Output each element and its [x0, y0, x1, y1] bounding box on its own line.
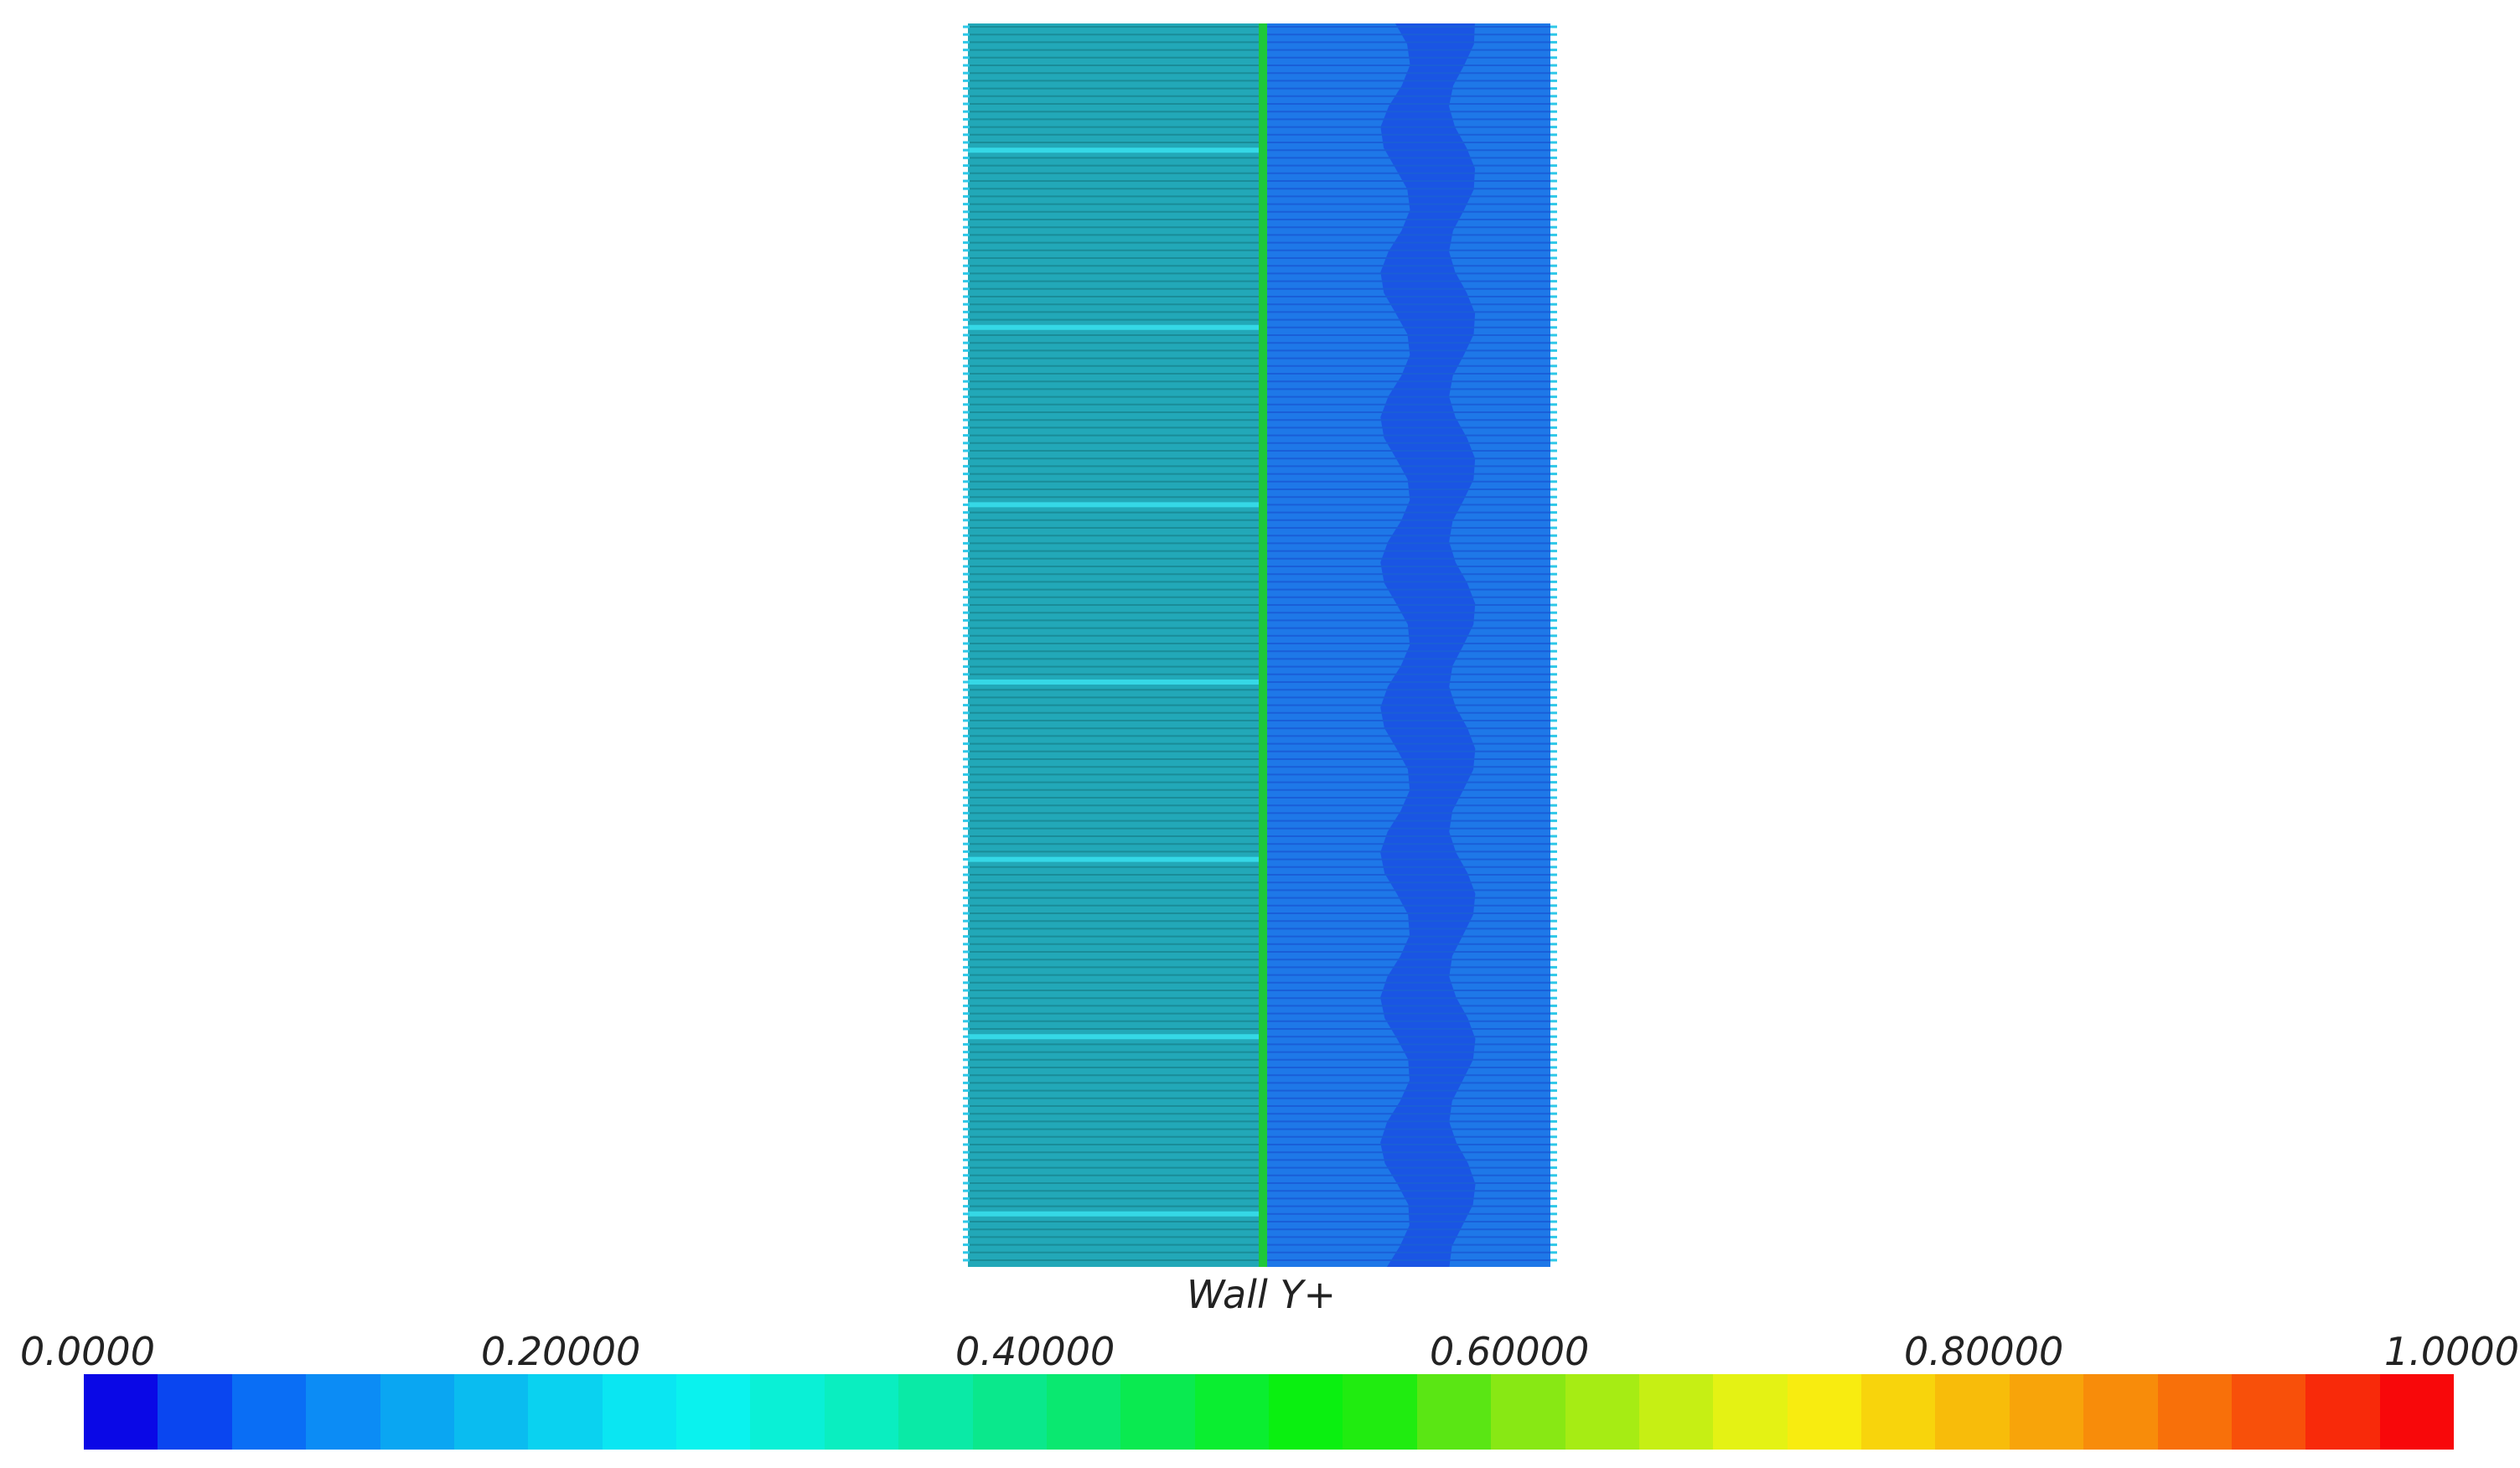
color-legend-bar: [84, 1374, 2454, 1450]
colorbar-label-5: 1.0000: [2384, 1329, 2519, 1374]
colorbar-label-4: 0.80000: [1904, 1329, 2064, 1374]
mesh-lines: [963, 25, 1557, 1262]
color-band-30: [2305, 1374, 2380, 1450]
color-band-3: [306, 1374, 380, 1450]
color-band-26: [2009, 1374, 2084, 1450]
center-seam: [1259, 23, 1267, 1267]
color-band-15: [1194, 1374, 1269, 1450]
color-band-20: [1565, 1374, 1639, 1450]
right-surface-region: [1263, 23, 1550, 1267]
color-band-12: [972, 1374, 1047, 1450]
color-band-10: [824, 1374, 899, 1450]
color-band-17: [1343, 1374, 1417, 1450]
colorbar-variable-title: Wall Y+: [1187, 1272, 1336, 1317]
color-band-0: [84, 1374, 158, 1450]
color-band-28: [2157, 1374, 2232, 1450]
color-band-1: [158, 1374, 232, 1450]
color-band-11: [898, 1374, 973, 1450]
color-band-7: [602, 1374, 676, 1450]
color-band-8: [676, 1374, 751, 1450]
color-band-19: [1491, 1374, 1565, 1450]
color-band-6: [528, 1374, 603, 1450]
colorbar-label-3: 0.60000: [1430, 1329, 1590, 1374]
color-band-22: [1713, 1374, 1788, 1450]
color-band-25: [1935, 1374, 2010, 1450]
color-band-21: [1638, 1374, 1714, 1450]
color-band-29: [2231, 1374, 2306, 1450]
color-band-14: [1120, 1374, 1195, 1450]
color-band-4: [380, 1374, 454, 1450]
color-band-2: [231, 1374, 307, 1450]
color-band-27: [2083, 1374, 2158, 1450]
colorbar-label-2: 0.40000: [955, 1329, 1115, 1374]
color-band-31: [2379, 1374, 2454, 1450]
color-band-18: [1416, 1374, 1492, 1450]
color-band-24: [1861, 1374, 1936, 1450]
color-band-13: [1046, 1374, 1121, 1450]
colorbar-label-1: 0.20000: [481, 1329, 641, 1374]
color-band-16: [1269, 1374, 1343, 1450]
color-band-5: [453, 1374, 529, 1450]
color-band-23: [1787, 1374, 1861, 1450]
colorbar-label-0: 0.0000: [20, 1329, 155, 1374]
color-band-9: [750, 1374, 825, 1450]
left-surface-region: [968, 23, 1263, 1267]
